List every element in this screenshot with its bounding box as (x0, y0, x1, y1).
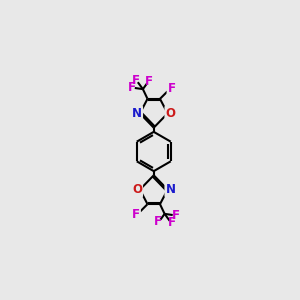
Text: F: F (131, 74, 140, 87)
Text: F: F (168, 216, 176, 229)
Text: F: F (172, 208, 180, 221)
Text: O: O (165, 107, 176, 120)
Text: O: O (132, 183, 142, 196)
Text: N: N (165, 183, 176, 196)
Text: F: F (132, 208, 140, 221)
Text: F: F (146, 75, 153, 88)
Text: F: F (167, 82, 175, 95)
Text: N: N (132, 107, 142, 120)
Text: F: F (154, 215, 162, 228)
Text: F: F (128, 82, 136, 94)
